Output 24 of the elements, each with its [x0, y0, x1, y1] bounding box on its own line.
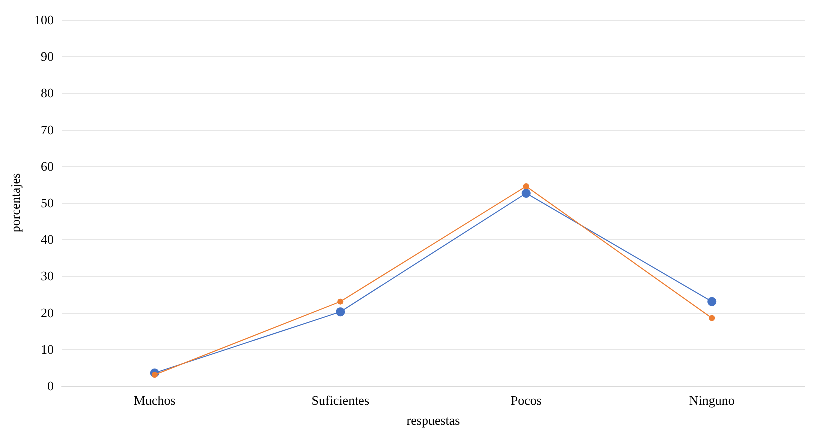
y-tick-label: 70 [41, 122, 54, 138]
y-tick-label: 100 [34, 12, 54, 28]
point [523, 184, 530, 190]
y-tick-label: 30 [41, 268, 54, 284]
y-tick-label: 60 [41, 158, 54, 174]
x-tick-label: Ninguno [689, 393, 735, 408]
point [152, 372, 158, 378]
x-axis-title: respuestas [406, 413, 460, 428]
point [708, 297, 717, 306]
y-tick-label: 0 [48, 378, 54, 394]
point [338, 298, 344, 305]
y-tick-label: 10 [41, 342, 54, 357]
y-tick-label: 90 [41, 49, 54, 64]
x-tick-label: Pocos [510, 393, 542, 408]
y-tick-label: 40 [41, 232, 54, 248]
point [709, 315, 716, 322]
x-tick-label: Suficientes [312, 393, 370, 408]
point [336, 308, 346, 317]
y-tick-label: 20 [41, 305, 54, 320]
point [522, 188, 531, 198]
y-tick-label: 80 [41, 86, 54, 101]
y-axis-title: porcentajes [8, 173, 23, 233]
y-tick-label: 50 [41, 196, 54, 210]
x-tick-label: Muchos [134, 393, 176, 408]
